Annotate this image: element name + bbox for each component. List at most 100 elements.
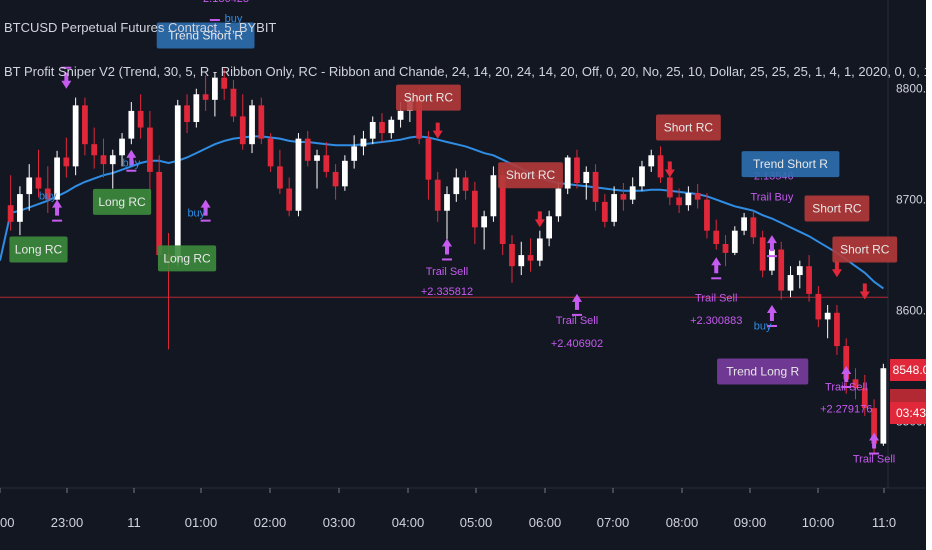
candle-body	[648, 155, 655, 167]
candle-body	[44, 188, 51, 200]
candle-body	[555, 188, 562, 217]
y-tick-label: 8800.0	[896, 82, 932, 96]
candle-body	[63, 157, 70, 167]
candle-body	[676, 197, 682, 206]
signal-label: buy	[225, 13, 243, 25]
candle-body	[880, 368, 887, 444]
candle-body	[379, 122, 385, 134]
candle-body	[91, 144, 98, 156]
candle-body	[490, 175, 497, 217]
candle-body	[601, 201, 608, 222]
candle-body	[759, 237, 766, 271]
x-tick-label: 03:00	[323, 515, 356, 530]
signal-label: +2.279176	[820, 404, 872, 416]
candle-body	[341, 160, 348, 187]
candle-body	[72, 105, 79, 167]
candle-body	[397, 110, 404, 120]
candle-body	[704, 199, 710, 231]
candle-body	[7, 205, 14, 222]
signal-label: buy	[122, 157, 140, 169]
candle-body	[694, 192, 701, 200]
signal-box	[92, 188, 152, 215]
candle-body	[323, 155, 330, 172]
x-tick-label: 04:00	[392, 515, 425, 530]
candle-body	[239, 116, 246, 145]
indicator-title[interactable]: BT Profit Sniper V2 (Trend, 30, 5, R - R…	[4, 64, 932, 79]
candle-body	[230, 88, 237, 117]
signal-box	[804, 195, 870, 222]
candle-body	[861, 388, 868, 409]
candle-body	[564, 157, 571, 189]
signal-label: +2.335812	[421, 286, 473, 298]
signal-box	[741, 151, 840, 178]
candle-body	[583, 171, 590, 183]
candle-body	[834, 312, 840, 347]
candle-body	[249, 105, 255, 145]
signal-label: Trail Sell	[853, 453, 895, 465]
signal-box	[157, 245, 217, 272]
candle-body	[778, 249, 785, 291]
candle-body	[499, 175, 506, 244]
candle-body	[17, 194, 23, 222]
candle-body	[295, 138, 302, 211]
signal-label: buy	[754, 320, 772, 332]
up-arrow	[126, 149, 137, 166]
candle-body	[471, 190, 478, 228]
signal-label: Trail Buy	[750, 192, 793, 204]
x-tick-label: 02:00	[254, 515, 287, 530]
signal-box-label: Short RC	[812, 202, 862, 216]
up-arrow	[571, 293, 582, 310]
candle-body	[202, 94, 209, 100]
signal-label: +2.300883	[690, 315, 742, 327]
x-tick-label: 05:00	[460, 515, 493, 530]
signal-box	[9, 236, 68, 263]
signal-box-label: Trend Long R	[726, 365, 799, 379]
candle-body	[852, 379, 859, 389]
short-arrow	[859, 283, 870, 300]
candle-body	[434, 179, 441, 211]
candle-body	[304, 138, 311, 161]
up-arrow	[442, 238, 452, 255]
arrow-marker	[766, 325, 777, 327]
up-arrow	[766, 235, 777, 252]
candle-body	[713, 230, 720, 244]
signal-label: buy	[39, 191, 57, 203]
signal-box	[156, 22, 255, 49]
arrow-marker	[571, 313, 582, 316]
candle-body	[796, 266, 803, 276]
signal-box	[717, 358, 809, 385]
arrow-marker	[711, 277, 722, 280]
last-price-label: 8548.0	[890, 359, 932, 381]
candle-body	[128, 110, 135, 139]
candle-body	[258, 105, 265, 139]
x-tick-label: 01:00	[185, 515, 218, 530]
candle-body	[611, 194, 617, 222]
arrow-marker	[61, 66, 72, 69]
candle-body	[54, 157, 60, 200]
right-edge	[926, 0, 932, 550]
symbol-title[interactable]: BTCUSD Perpetual Futures Contract, 5, BY…	[4, 20, 277, 35]
candle-body	[119, 138, 125, 156]
candle-body	[527, 255, 534, 261]
bar-countdown-label: 03:43	[890, 402, 932, 424]
short-arrow	[432, 122, 443, 139]
arrow-marker	[442, 258, 452, 261]
arrow-marker	[766, 255, 777, 258]
candle-body	[267, 138, 274, 167]
arrow-marker	[200, 219, 211, 222]
candle-body	[731, 230, 738, 253]
candle-body	[509, 244, 515, 267]
candle-body	[806, 266, 812, 294]
candle-body	[518, 255, 525, 267]
candle-body	[657, 155, 664, 178]
candle-body	[82, 105, 88, 145]
candle-body	[639, 166, 645, 187]
signal-box-label: Long RC	[98, 195, 146, 209]
signal-box-label: Short RC	[506, 168, 556, 182]
candle-body	[35, 177, 42, 189]
candle-body	[574, 157, 580, 183]
candle-body	[286, 188, 293, 211]
short-arrow	[534, 211, 545, 228]
x-tick-label: 10:00	[802, 515, 835, 530]
